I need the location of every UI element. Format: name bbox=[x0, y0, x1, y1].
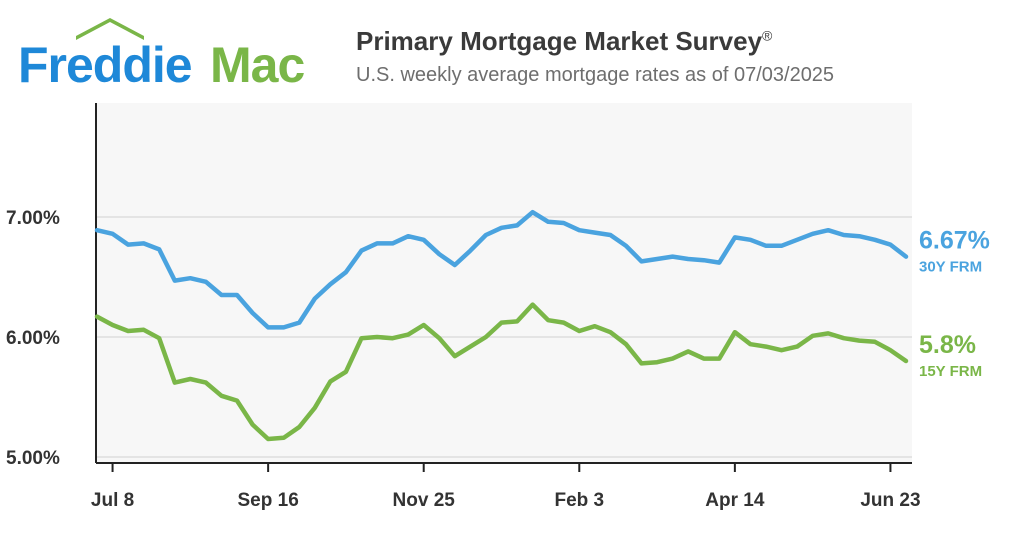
series-line-15y bbox=[94, 302, 909, 442]
logo-word-freddie: Freddie bbox=[18, 37, 192, 93]
title-text: Primary Mortgage Market Survey bbox=[356, 26, 763, 56]
end-series-label-30y: 30Y FRM bbox=[919, 259, 982, 276]
x-tick-label: Sep 16 bbox=[238, 490, 299, 511]
plot-background bbox=[96, 103, 912, 463]
end-labels: 6.67% 30Y FRM 5.8% 15Y FRM bbox=[919, 227, 990, 380]
logo-word-mac: Mac bbox=[210, 37, 304, 93]
x-tick-label: Apr 14 bbox=[705, 490, 765, 511]
x-tick-label: Feb 3 bbox=[554, 490, 604, 511]
page-subtitle: U.S. weekly average mortgage rates as of… bbox=[356, 64, 835, 86]
axes bbox=[95, 103, 912, 472]
freddie-mac-logo: Freddie Mac bbox=[18, 18, 305, 93]
series-lines bbox=[94, 209, 909, 442]
series-line-30y bbox=[94, 209, 909, 330]
end-value-label-15y: 5.8% bbox=[919, 331, 976, 359]
grid-lines bbox=[96, 216, 912, 458]
y-tick-label: 7.00% bbox=[6, 208, 60, 229]
page-title: Primary Mortgage Market Survey® bbox=[356, 26, 772, 57]
x-axis-labels: Jul 8 Sep 16 Nov 25 Feb 3 Apr 14 Jun 23 bbox=[91, 490, 921, 511]
y-tick-label: 6.00% bbox=[6, 328, 60, 349]
house-roof-icon bbox=[76, 18, 144, 40]
y-tick-label: 5.00% bbox=[6, 448, 60, 469]
end-series-label-15y: 15Y FRM bbox=[919, 363, 982, 380]
x-tick-label: Jul 8 bbox=[91, 490, 134, 511]
end-value-label-30y: 6.67% bbox=[919, 227, 990, 255]
x-tick-label: Nov 25 bbox=[393, 490, 456, 511]
plot-area bbox=[96, 103, 912, 463]
x-tick-label: Jun 23 bbox=[860, 490, 920, 511]
registered-mark: ® bbox=[762, 27, 773, 44]
y-axis-labels: 7.00% 6.00% 5.00% bbox=[6, 208, 60, 469]
